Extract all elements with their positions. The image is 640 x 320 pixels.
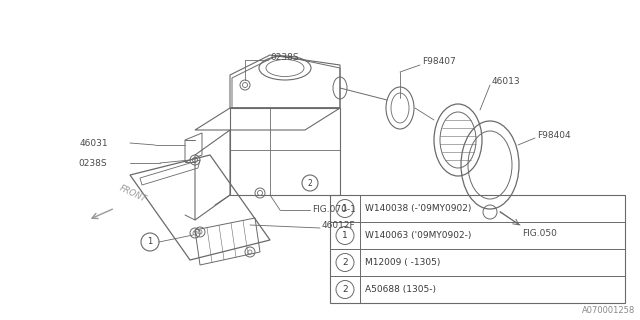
Text: 46031: 46031 <box>80 139 109 148</box>
Text: 2: 2 <box>342 258 348 267</box>
Text: 2: 2 <box>342 285 348 294</box>
Text: FRONT: FRONT <box>118 184 148 204</box>
Text: 46012F: 46012F <box>322 221 356 230</box>
Text: 2: 2 <box>308 179 312 188</box>
Text: FIG.070-1: FIG.070-1 <box>312 205 356 214</box>
Text: W140063 ('09MY0902-): W140063 ('09MY0902-) <box>365 231 472 240</box>
Text: 1: 1 <box>342 204 348 213</box>
Bar <box>330 195 625 303</box>
Text: FIG.050: FIG.050 <box>522 228 557 237</box>
Text: 1: 1 <box>147 237 152 246</box>
Text: 46013: 46013 <box>492 77 520 86</box>
Text: F98407: F98407 <box>422 58 456 67</box>
Text: F98404: F98404 <box>537 131 571 140</box>
Text: 0238S: 0238S <box>78 158 107 167</box>
Text: W140038 (-'09MY0902): W140038 (-'09MY0902) <box>365 204 472 213</box>
Text: 0238S: 0238S <box>270 52 299 61</box>
Text: A50688 (1305-): A50688 (1305-) <box>365 285 436 294</box>
Text: M12009 ( -1305): M12009 ( -1305) <box>365 258 440 267</box>
Text: A070001258: A070001258 <box>582 306 635 315</box>
Text: 1: 1 <box>342 231 348 240</box>
